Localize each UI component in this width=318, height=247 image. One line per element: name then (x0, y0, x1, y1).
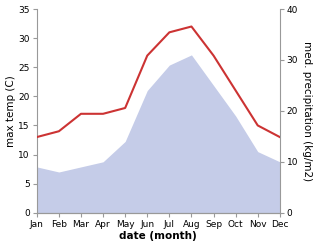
Y-axis label: med. precipitation (kg/m2): med. precipitation (kg/m2) (302, 41, 313, 181)
Y-axis label: max temp (C): max temp (C) (5, 75, 16, 147)
X-axis label: date (month): date (month) (120, 231, 197, 242)
